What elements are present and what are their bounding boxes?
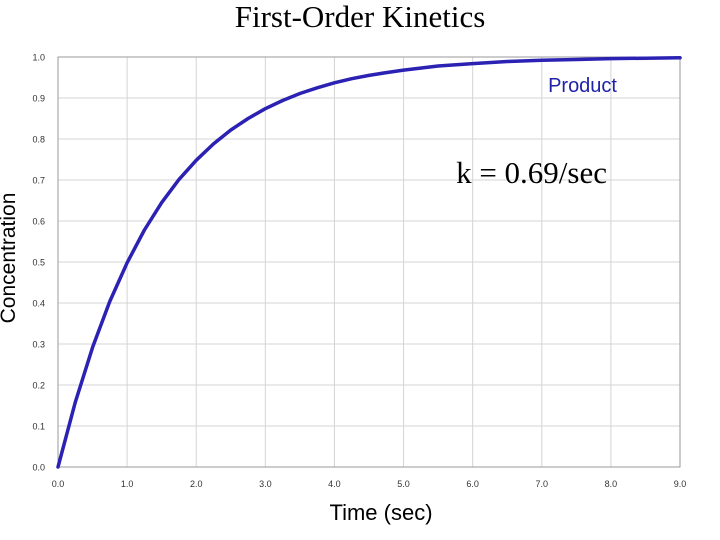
- x-tick-label: 6.0: [466, 479, 479, 489]
- y-tick-labels: 0.0 0.1 0.2 0.3 0.4 0.5 0.6 0.7 0.8 0.9 1.0: [32, 53, 45, 473]
- y-tick-label: 0.0: [32, 463, 45, 473]
- chart-title: First-Order Kinetics: [234, 0, 486, 34]
- series-line-product: [56, 56, 682, 469]
- x-tick-labels: 0.0 1.0 2.0 3.0 4.0 5.0 6.0 7.0 8.0 9.0: [52, 479, 687, 489]
- series-layer: [56, 56, 682, 469]
- x-tick-label: 9.0: [674, 479, 687, 489]
- x-tick-label: 3.0: [259, 479, 272, 489]
- x-tick-label: 8.0: [605, 479, 618, 489]
- x-tick-label: 0.0: [52, 479, 65, 489]
- y-tick-label: 0.2: [32, 381, 45, 391]
- x-tick-label: 1.0: [121, 479, 134, 489]
- rate-constant-annotation: k = 0.69/sec: [456, 155, 607, 190]
- y-tick-label: 0.5: [32, 258, 45, 268]
- y-tick-label: 1.0: [32, 53, 45, 63]
- x-tick-label: 2.0: [190, 479, 203, 489]
- y-tick-label: 0.4: [32, 299, 45, 309]
- legend-product: Product: [548, 75, 617, 97]
- y-tick-label: 0.8: [32, 135, 45, 145]
- y-tick-label: 0.7: [32, 176, 45, 186]
- y-tick-label: 0.3: [32, 340, 45, 350]
- grid-lines: [57, 56, 681, 468]
- y-tick-label: 0.1: [32, 422, 45, 432]
- x-tick-label: 7.0: [536, 479, 549, 489]
- y-tick-label: 0.9: [32, 94, 45, 104]
- x-tick-label: 5.0: [397, 479, 410, 489]
- plot-frame: [57, 56, 681, 468]
- x-axis-label: Time (sec): [329, 500, 432, 525]
- x-tick-label: 4.0: [328, 479, 341, 489]
- y-axis-label: Concentration: [0, 193, 20, 324]
- y-tick-label: 0.6: [32, 217, 45, 227]
- plot-border: [57, 56, 681, 468]
